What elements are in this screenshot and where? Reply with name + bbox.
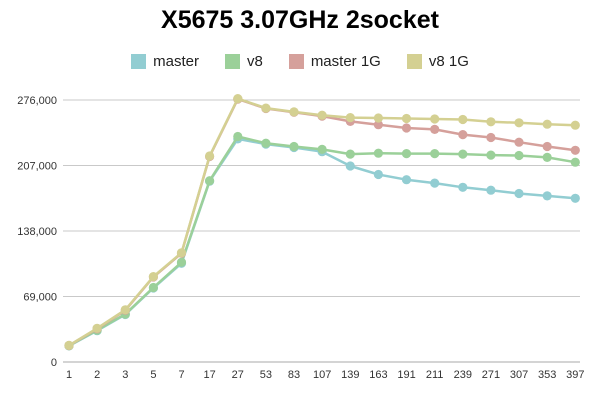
x-tick-label: 1: [66, 369, 72, 381]
y-tick-label: 138,000: [17, 226, 57, 238]
data-point-v8: [401, 149, 412, 159]
data-point-v8: [289, 141, 299, 152]
data-point-v8-1g: [148, 272, 158, 282]
x-tick-label: 397: [566, 369, 584, 381]
data-point-master-1g: [373, 120, 383, 130]
x-tick-label: 17: [204, 369, 216, 381]
data-point-v8-1g: [64, 340, 74, 350]
x-tick-label: 191: [397, 369, 415, 381]
series-line-v8: [67, 135, 577, 347]
x-tick-label: 53: [260, 369, 272, 381]
data-point-master: [345, 161, 355, 171]
data-point-master-1g: [542, 141, 552, 152]
data-point-v8-1g: [92, 323, 102, 333]
x-tick-label: 3: [122, 369, 128, 381]
x-tick-label: 27: [232, 369, 244, 381]
series-line-v8-1g: [67, 97, 577, 347]
data-point-v8-1g: [120, 305, 130, 315]
legend-swatch: [288, 54, 304, 69]
data-point-v8-1g: [430, 114, 440, 124]
x-tick-label: 163: [369, 369, 387, 381]
data-point-v8-1g: [289, 107, 299, 117]
x-tick-label: 239: [454, 369, 472, 381]
data-point-master-1g: [570, 145, 580, 155]
legend-label: v8 1G: [428, 53, 469, 70]
x-tick-label: 307: [510, 369, 528, 381]
data-point-v8-1g: [458, 114, 468, 125]
data-point-master: [486, 185, 496, 195]
data-point-master-1g: [458, 130, 468, 140]
series-line-master: [67, 137, 577, 348]
data-point-v8: [430, 149, 440, 159]
data-point-v8-1g: [317, 110, 327, 120]
data-point-v8-1g: [570, 120, 580, 130]
legend: master v8 master 1G v8 1G: [0, 53, 600, 70]
data-point-master: [430, 178, 440, 188]
x-tick-label: 211: [426, 369, 444, 381]
series-line-master-1g: [67, 97, 577, 347]
data-point-v8-1g: [486, 117, 496, 127]
x-tick-label: 7: [178, 369, 184, 381]
data-point-master-1g: [401, 123, 412, 133]
legend-swatch: [131, 54, 147, 69]
data-point-v8: [345, 149, 355, 159]
data-point-master: [401, 175, 412, 185]
y-tick-label: 0: [51, 357, 57, 369]
legend-item-master: master: [131, 53, 199, 70]
data-point-master-1g: [514, 137, 524, 147]
data-point-v8: [317, 144, 327, 154]
data-point-v8: [486, 150, 496, 160]
data-point-master: [514, 188, 524, 199]
data-point-v8-1g: [205, 151, 215, 161]
data-point-v8: [514, 150, 524, 161]
data-point-v8: [233, 131, 243, 142]
x-tick-label: 353: [538, 369, 556, 381]
x-tick-label: 139: [341, 369, 359, 381]
data-point-v8-1g: [261, 103, 271, 113]
data-point-v8: [373, 148, 383, 158]
legend-swatch: [224, 54, 240, 69]
legend-item-master-1g: master 1G: [288, 53, 381, 70]
x-tick-label: 107: [313, 369, 331, 381]
data-point-v8: [148, 282, 158, 293]
legend-item-v8-1g: v8 1G: [406, 53, 469, 70]
y-tick-label: 207,000: [17, 161, 57, 173]
legend-label: v8: [246, 53, 263, 70]
data-point-v8-1g: [176, 248, 187, 258]
data-point-master: [542, 191, 552, 201]
data-point-v8-1g: [542, 119, 552, 129]
data-point-v8-1g: [345, 113, 355, 123]
chart-title: X5675 3.07GHz 2socket: [161, 6, 439, 34]
legend-label: master: [153, 53, 199, 70]
data-point-v8: [205, 176, 215, 186]
data-point-v8-1g: [233, 94, 243, 104]
data-point-v8: [542, 152, 552, 162]
x-tick-label: 271: [482, 369, 500, 381]
data-point-master-1g: [486, 132, 496, 143]
data-point-v8: [261, 138, 271, 148]
data-point-v8-1g: [514, 118, 524, 128]
data-point-master: [570, 193, 580, 203]
data-point-v8-1g: [401, 113, 412, 124]
legend-label: master 1G: [310, 53, 381, 70]
data-point-master-1g: [430, 124, 440, 134]
data-point-master: [373, 169, 383, 180]
y-tick-label: 69,000: [23, 292, 57, 304]
data-point-v8-1g: [373, 113, 383, 123]
data-point-v8: [458, 149, 468, 159]
legend-item-v8: v8: [224, 53, 263, 70]
x-tick-label: 83: [288, 369, 300, 381]
y-tick-label: 276,000: [17, 95, 57, 107]
data-point-v8: [176, 257, 187, 267]
data-point-v8: [570, 157, 580, 167]
x-tick-label: 5: [150, 369, 156, 381]
data-point-master: [458, 182, 468, 192]
legend-swatch: [406, 54, 422, 69]
x-tick-label: 2: [94, 369, 100, 381]
